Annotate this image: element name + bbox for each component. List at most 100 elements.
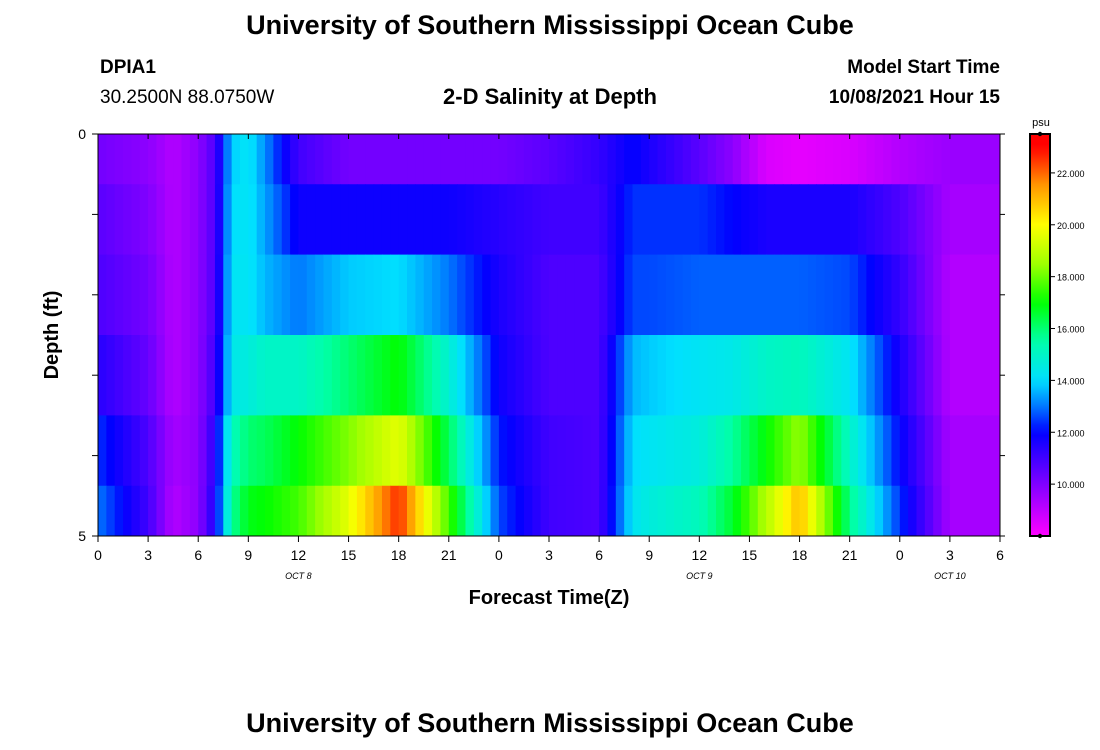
heatmap-cell xyxy=(724,415,734,487)
heatmap-cell xyxy=(590,184,600,256)
heatmap-cell xyxy=(365,485,375,536)
colorbar-end-dot xyxy=(1037,131,1043,137)
heatmap-cell xyxy=(941,184,951,256)
heatmap-cell xyxy=(415,415,425,487)
heatmap-cell xyxy=(632,335,642,416)
heatmap-cell xyxy=(916,254,926,336)
heatmap-cell xyxy=(574,134,584,185)
heatmap-cell xyxy=(273,184,283,256)
heatmap-cell xyxy=(699,485,709,536)
heatmap-cell xyxy=(365,335,375,416)
heatmap-cell xyxy=(941,335,951,416)
heatmap-cell xyxy=(849,134,859,185)
heatmap-cell xyxy=(515,184,525,256)
heatmap-cell xyxy=(290,335,300,416)
heatmap-cell xyxy=(816,254,826,336)
heatmap-cell xyxy=(423,254,433,336)
heatmap-cell xyxy=(883,254,893,336)
heatmap-cell xyxy=(306,134,316,185)
heatmap-cell xyxy=(173,184,183,256)
heatmap-cell xyxy=(933,415,943,487)
heatmap-cell xyxy=(490,485,500,536)
heatmap-cell xyxy=(281,184,291,256)
heatmap-cell xyxy=(599,415,609,487)
heatmap-cell xyxy=(173,485,183,536)
heatmap-cell xyxy=(323,134,333,185)
heatmap-cell xyxy=(807,254,817,336)
heatmap-cell xyxy=(356,184,366,256)
heatmap-cell xyxy=(189,335,199,416)
heatmap-cell xyxy=(273,415,283,487)
heatmap-cell xyxy=(381,485,391,536)
heatmap-cell xyxy=(348,485,358,536)
colorbar: psu 10.000 12.000 14.000 16.000 18.000 20.000… xyxy=(1029,117,1085,539)
heatmap-cell xyxy=(265,335,274,416)
heatmap-cell xyxy=(540,254,550,336)
heatmap-cell xyxy=(415,254,425,336)
heatmap-cell xyxy=(473,184,483,256)
heatmap-cell xyxy=(139,485,149,536)
station-id: DPIA1 xyxy=(100,57,156,78)
heatmap-cell xyxy=(741,184,751,256)
heatmap-cell xyxy=(482,485,492,536)
heatmap-cell xyxy=(974,415,984,487)
heatmap-cell xyxy=(816,184,826,256)
heatmap-cell xyxy=(607,335,617,416)
heatmap-cell xyxy=(574,254,584,336)
heatmap-cell xyxy=(532,134,542,185)
heatmap-cell xyxy=(941,134,951,185)
heatmap-cell xyxy=(206,415,216,487)
heatmap-cell xyxy=(440,415,450,487)
heatmap-cell xyxy=(148,184,158,256)
heatmap-cell xyxy=(657,254,667,336)
heatmap-cell xyxy=(306,485,316,536)
heatmap-cell xyxy=(457,485,467,536)
heatmap-cell xyxy=(223,335,233,416)
heatmap-cell xyxy=(791,485,801,536)
heatmap-cell xyxy=(123,184,133,256)
heatmap-cell xyxy=(198,254,208,336)
heatmap-cell xyxy=(523,184,533,256)
heatmap-cell xyxy=(398,254,408,336)
heatmap-cell xyxy=(607,415,617,487)
heatmap-cell xyxy=(498,485,508,536)
heatmap-cell xyxy=(549,335,558,416)
heatmap-cell xyxy=(832,335,842,416)
heatmap-cell xyxy=(624,335,634,416)
heatmap-cell xyxy=(966,485,976,536)
heatmap-cell xyxy=(340,184,350,256)
heatmap-cell xyxy=(841,254,851,336)
heatmap-cell xyxy=(824,485,834,536)
heatmap-cell xyxy=(432,134,442,185)
heatmap-cell xyxy=(674,415,684,487)
heatmap-cell xyxy=(98,485,107,536)
colorbar-tick-label: 20.000 xyxy=(1057,221,1085,231)
heatmap-cell xyxy=(465,184,475,256)
heatmap-cell xyxy=(874,254,884,336)
x-tick-label: 15 xyxy=(742,547,758,563)
heatmap-cell xyxy=(540,134,550,185)
heatmap-cell xyxy=(139,184,149,256)
heatmap-cell xyxy=(974,485,984,536)
heatmap-cell xyxy=(866,415,876,487)
heatmap-cell xyxy=(807,335,817,416)
x-tick-label: 0 xyxy=(896,547,904,563)
heatmap-cell xyxy=(757,254,767,336)
heatmap-cell xyxy=(724,134,734,185)
heatmap-cell xyxy=(398,485,408,536)
heatmap-cell xyxy=(632,134,642,185)
heatmap-cell xyxy=(298,184,308,256)
heatmap-cell xyxy=(131,335,141,416)
y-axis: 05 xyxy=(78,126,1005,544)
heatmap-cell xyxy=(231,254,241,336)
heatmap-cell xyxy=(331,335,341,416)
heatmap-cell xyxy=(340,134,350,185)
heatmap-cell xyxy=(148,485,158,536)
heatmap-cell xyxy=(532,184,542,256)
heatmap-cell xyxy=(123,134,133,185)
heatmap-cell xyxy=(599,485,609,536)
heatmap-cell xyxy=(290,254,300,336)
heatmap-cell xyxy=(841,184,851,256)
heatmap-cell xyxy=(432,184,442,256)
heatmap-cell xyxy=(774,485,784,536)
